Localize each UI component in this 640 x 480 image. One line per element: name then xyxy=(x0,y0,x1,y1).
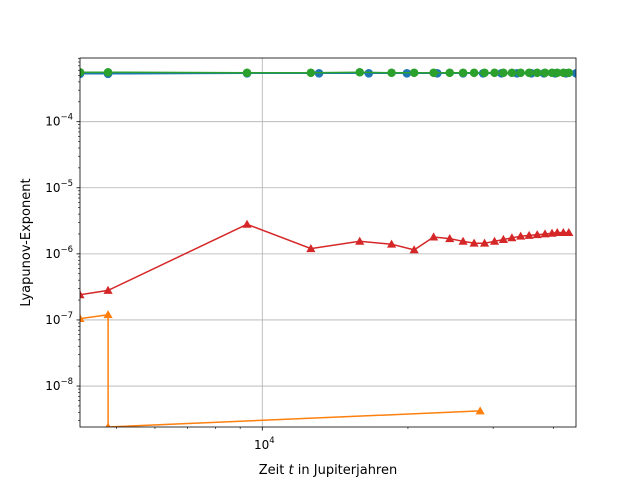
y-tick-label: 10−8 xyxy=(45,377,73,393)
data-point xyxy=(80,290,85,299)
data-point xyxy=(564,68,574,78)
grid-lines xyxy=(80,58,576,427)
data-point xyxy=(306,244,316,253)
axis-ticks: 104 10−8 10−7 10−6 10−5 10−4 xyxy=(45,58,554,452)
data-point xyxy=(532,68,542,78)
series-orange-arrows xyxy=(80,310,485,427)
x-tick-label: 104 xyxy=(254,436,275,452)
data-point xyxy=(498,234,508,243)
data-point xyxy=(499,68,508,78)
data-point xyxy=(355,236,365,245)
data-point xyxy=(105,422,111,427)
series-green-circles xyxy=(80,67,574,78)
y-tick-label: 10−5 xyxy=(45,179,73,195)
data-point xyxy=(242,219,252,228)
series-line-orange-arrows xyxy=(80,313,481,427)
data-point xyxy=(507,233,517,242)
data-point xyxy=(103,67,113,77)
data-point xyxy=(355,67,365,77)
data-point xyxy=(242,68,252,78)
data-point xyxy=(540,229,550,238)
data-point xyxy=(479,238,490,247)
data-point xyxy=(103,285,113,294)
data-point xyxy=(516,68,525,78)
data-point xyxy=(445,234,455,243)
data-point xyxy=(386,239,397,248)
data-point xyxy=(364,68,374,78)
plot-series xyxy=(80,67,576,427)
data-point xyxy=(564,227,574,237)
data-point xyxy=(80,313,85,323)
data-point xyxy=(409,68,419,78)
data-point xyxy=(80,67,85,77)
y-tick-label: 10−7 xyxy=(45,311,73,327)
data-point xyxy=(540,68,550,78)
y-tick-label: 10−4 xyxy=(45,113,73,129)
data-point xyxy=(429,68,438,78)
data-point xyxy=(516,231,526,240)
plot-frame xyxy=(79,57,577,428)
data-point xyxy=(103,310,113,319)
data-point xyxy=(387,68,396,78)
y-tick-label: 10−6 xyxy=(45,245,73,261)
data-point xyxy=(489,236,500,245)
series-red-triangles xyxy=(80,219,574,299)
data-point xyxy=(490,68,499,78)
data-point xyxy=(458,68,468,78)
data-point xyxy=(469,68,479,78)
data-point xyxy=(552,227,562,237)
data-point xyxy=(469,238,479,247)
y-axis-label: Lyapunov-Exponent xyxy=(19,178,34,306)
data-point xyxy=(429,232,439,241)
data-point xyxy=(552,68,562,78)
data-point xyxy=(445,68,455,78)
data-point xyxy=(306,68,316,78)
data-point xyxy=(532,230,542,239)
data-point xyxy=(507,68,517,78)
data-point xyxy=(524,230,534,239)
data-point xyxy=(458,236,468,245)
data-point xyxy=(475,406,485,415)
data-point xyxy=(524,68,534,78)
data-point xyxy=(409,245,419,254)
data-point xyxy=(480,68,489,78)
x-axis-label: Zeit t in Jupiterjahren xyxy=(259,463,397,478)
